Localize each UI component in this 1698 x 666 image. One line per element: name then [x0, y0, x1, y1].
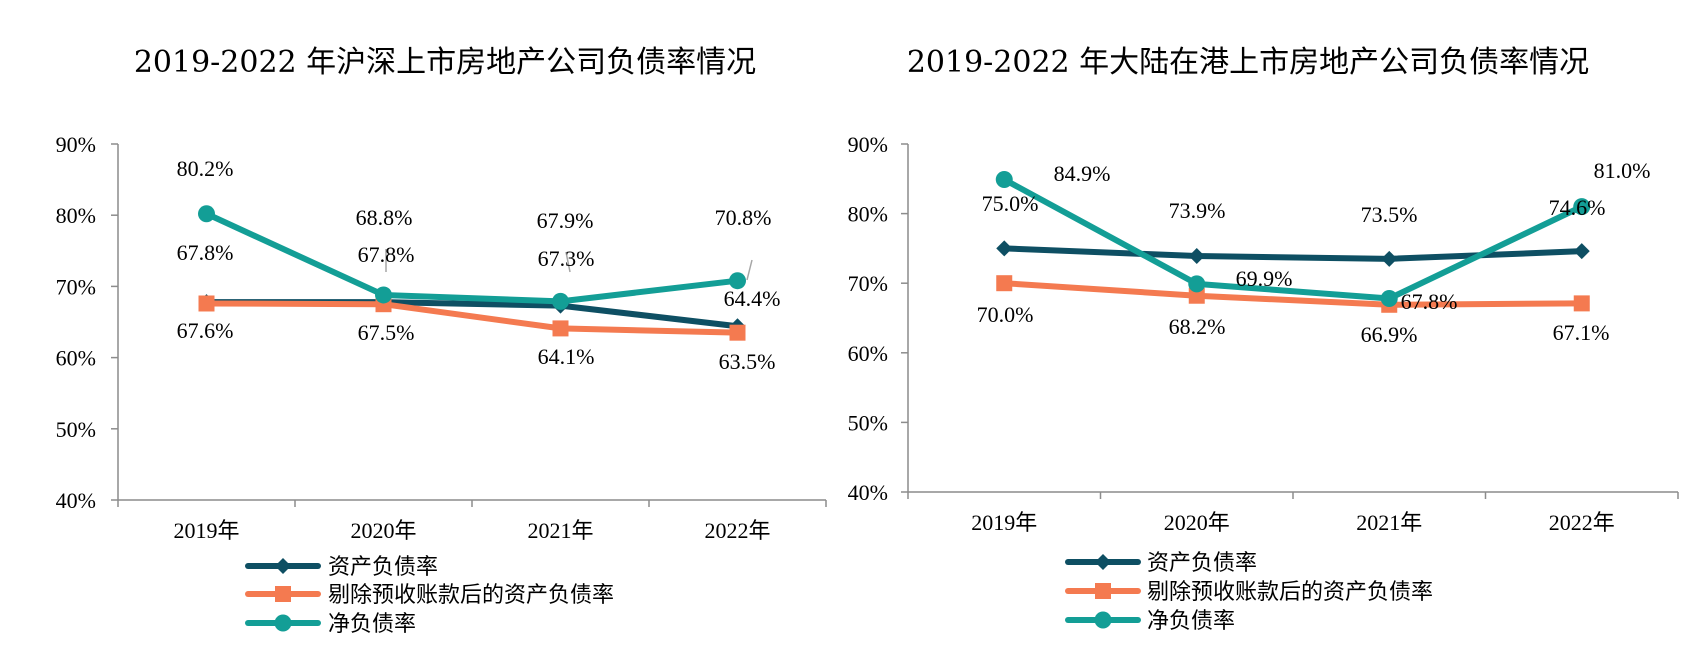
data-point-marker [1380, 290, 1398, 308]
data-point-marker [375, 286, 392, 304]
data-label: 70.8% [715, 205, 772, 230]
data-label: 75.0% [982, 191, 1039, 216]
x-tick-label: 2019年 [971, 510, 1037, 535]
legend-marker [275, 586, 291, 602]
data-point-marker [996, 275, 1013, 292]
data-point-marker [729, 272, 746, 290]
data-point-marker [198, 205, 215, 223]
leader-line [565, 251, 571, 273]
data-label: 67.8% [1401, 289, 1458, 314]
legend-marker [1095, 554, 1111, 570]
series-line-1 [203, 300, 741, 336]
data-label: 67.6% [177, 318, 234, 343]
y-tick-label: 50% [848, 410, 888, 435]
x-tick-label: 2021年 [527, 518, 593, 543]
data-point-marker [198, 295, 215, 312]
data-label: 67.9% [537, 208, 594, 233]
legend-marker [274, 614, 292, 632]
data-label: 64.4% [724, 286, 781, 311]
legend-marker [1095, 583, 1111, 599]
data-point-marker [552, 320, 569, 337]
data-label: 80.2% [177, 156, 234, 181]
y-tick-label: 80% [56, 203, 96, 228]
x-tick-label: 2022年 [704, 518, 770, 543]
data-point-marker [1573, 295, 1590, 312]
data-label: 68.2% [1169, 314, 1226, 339]
data-label: 67.5% [358, 320, 415, 345]
data-point-marker [1381, 250, 1398, 267]
data-point-marker [552, 292, 569, 310]
data-point-marker [1188, 248, 1205, 265]
legend-label: 净负债率 [1147, 609, 1235, 634]
data-label: 67.3% [538, 246, 595, 271]
x-tick-label: 2019年 [173, 518, 239, 543]
data-point-marker [1188, 275, 1206, 293]
chart-hong-kong: 2019-2022 年大陆在港上市房地产公司负债率情况 40% 50% 60% 70% 8… [848, 45, 1679, 634]
series-line-2 [1001, 176, 1585, 302]
x-tick-label: 2020年 [1164, 510, 1230, 535]
y-tick-label: 60% [848, 341, 888, 366]
data-label: 63.5% [719, 349, 776, 374]
chart-title: 2019-2022 年大陆在港上市房地产公司负债率情况 [907, 45, 1589, 80]
data-label: 84.9% [1054, 161, 1111, 186]
data-point-marker [996, 240, 1013, 257]
legend-label: 剔除预收账款后的资产负债率 [328, 583, 614, 608]
x-tick-label: 2022年 [1549, 510, 1615, 535]
y-tick-label: 50% [56, 417, 96, 442]
y-tick-label: 80% [848, 202, 888, 227]
y-tick-label: 90% [56, 132, 96, 157]
data-point-marker [729, 324, 746, 341]
chart-shanghai-shenzhen: 2019-2022 年沪深上市房地产公司负债率情况 40% 50% 60% 70% 80%… [56, 45, 827, 637]
x-tick-label: 2020年 [350, 518, 416, 543]
data-point-marker [995, 170, 1013, 188]
y-tick-label: 60% [56, 346, 96, 371]
legend-label: 剔除预收账款后的资产负债率 [1147, 580, 1433, 605]
data-label: 64.1% [538, 344, 595, 369]
chart-title: 2019-2022 年沪深上市房地产公司负债率情况 [134, 45, 756, 80]
series-line-2 [203, 210, 741, 305]
data-label: 74.6% [1549, 195, 1606, 220]
legend-marker [1094, 611, 1112, 629]
data-label: 67.8% [358, 242, 415, 267]
data-label: 70.0% [977, 302, 1034, 327]
data-point-marker [1573, 243, 1590, 260]
data-label: 67.8% [177, 240, 234, 265]
legend-label: 净负债率 [328, 612, 416, 637]
y-tick-label: 40% [56, 488, 96, 513]
series-line-1 [1001, 280, 1585, 308]
y-tick-label: 70% [56, 274, 96, 299]
data-label: 81.0% [1594, 158, 1651, 183]
data-label: 66.9% [1361, 322, 1418, 347]
data-point-marker [1573, 198, 1591, 216]
legend-label: 资产负债率 [1147, 551, 1257, 576]
leader-line [746, 259, 753, 281]
data-point-marker [1188, 287, 1205, 304]
data-label: 73.5% [1361, 202, 1418, 227]
legend-label: 资产负债率 [328, 555, 438, 580]
y-tick-label: 90% [848, 132, 888, 157]
y-tick-label: 70% [848, 271, 888, 296]
y-tick-label: 40% [848, 480, 888, 505]
data-label: 69.9% [1236, 266, 1293, 291]
data-label: 73.9% [1169, 198, 1226, 223]
data-label: 67.1% [1553, 320, 1610, 345]
legend-marker [275, 558, 291, 574]
x-tick-label: 2021年 [1356, 510, 1422, 535]
data-label: 68.8% [356, 205, 413, 230]
